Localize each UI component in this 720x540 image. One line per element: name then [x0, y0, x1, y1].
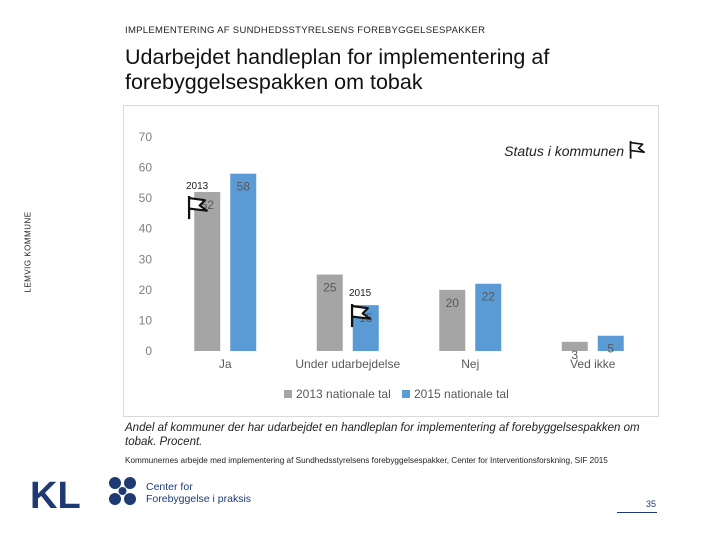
flag-2013-icon [187, 196, 208, 220]
cfp-logo-icon [109, 477, 136, 505]
legend-label: 2013 nationale tal [296, 387, 391, 401]
chart-caption: Andel af kommuner der har udarbejdet en … [125, 422, 640, 448]
header-kicker: IMPLEMENTERING AF SUNDHEDSSTYRELSENS FOR… [125, 25, 486, 36]
x-tick-label: Ved ikke [570, 357, 616, 371]
cfp-logo-text: Center for Forebyggelse i praksis [146, 481, 251, 505]
flag-cloth [629, 141, 646, 154]
data-label: 25 [323, 281, 337, 295]
legend-swatch [284, 390, 292, 398]
kl-logo: KL [30, 476, 81, 512]
legend-swatch [402, 390, 410, 398]
status-annotation: Status i kommunen [504, 143, 624, 159]
year-2015-annotation: 2015 [349, 288, 372, 299]
y-tick-label: 0 [145, 344, 152, 358]
source-note: Kommunernes arbejde med implementering a… [125, 456, 608, 465]
x-tick-label: Nej [461, 357, 479, 371]
x-tick-label: Under udarbejdelse [295, 357, 400, 371]
status-flag-icon [629, 141, 646, 159]
bar-group: 52582515202235 [194, 173, 624, 362]
kl-logo-text: KL [30, 476, 81, 512]
cfp-line2: Forebyggelse i praksis [146, 493, 252, 505]
x-tick-label: Ja [219, 357, 232, 371]
slide-title: Udarbejdet handleplan for implementering… [125, 45, 550, 94]
legend: 2013 nationale tal 2015 nationale tal [284, 387, 509, 401]
data-label: 58 [237, 180, 251, 194]
y-tick-label: 10 [139, 313, 153, 327]
y-tick-label: 30 [139, 252, 153, 266]
bar-2015 [230, 173, 257, 351]
legend-label: 2015 nationale tal [414, 387, 509, 401]
page-number: 35 [646, 499, 657, 509]
flag-2015-icon [350, 304, 371, 328]
bar-2013 [316, 274, 343, 351]
page-number-underline [617, 512, 657, 513]
side-label: LEMVIG KOMMUNE [23, 211, 33, 293]
data-label: 3 [571, 348, 578, 362]
y-tick-label: 60 [139, 161, 153, 175]
flag-cloth [351, 305, 371, 320]
bar-2013 [439, 289, 466, 351]
bar-2015 [597, 335, 624, 351]
y-tick-label: 50 [139, 191, 153, 205]
y-tick-label: 40 [139, 222, 153, 236]
bar-2013 [561, 341, 588, 351]
flag-cloth [188, 197, 208, 212]
data-label: 5 [607, 342, 614, 356]
bar-2015 [475, 283, 502, 351]
y-tick-label: 70 [139, 130, 153, 144]
data-label: 22 [482, 290, 496, 304]
annotations: Status i kommunen 2013 2015 [186, 141, 646, 328]
year-2013-annotation: 2013 [186, 181, 209, 192]
data-label: 20 [446, 296, 460, 310]
y-axis: 0 10 20 30 40 50 60 70 [139, 130, 153, 358]
cfp-line1: Center for [146, 481, 193, 493]
y-tick-label: 20 [139, 283, 153, 297]
x-axis: Ja Under udarbejdelse Nej Ved ikke [219, 357, 616, 371]
bar-2013 [194, 192, 221, 351]
